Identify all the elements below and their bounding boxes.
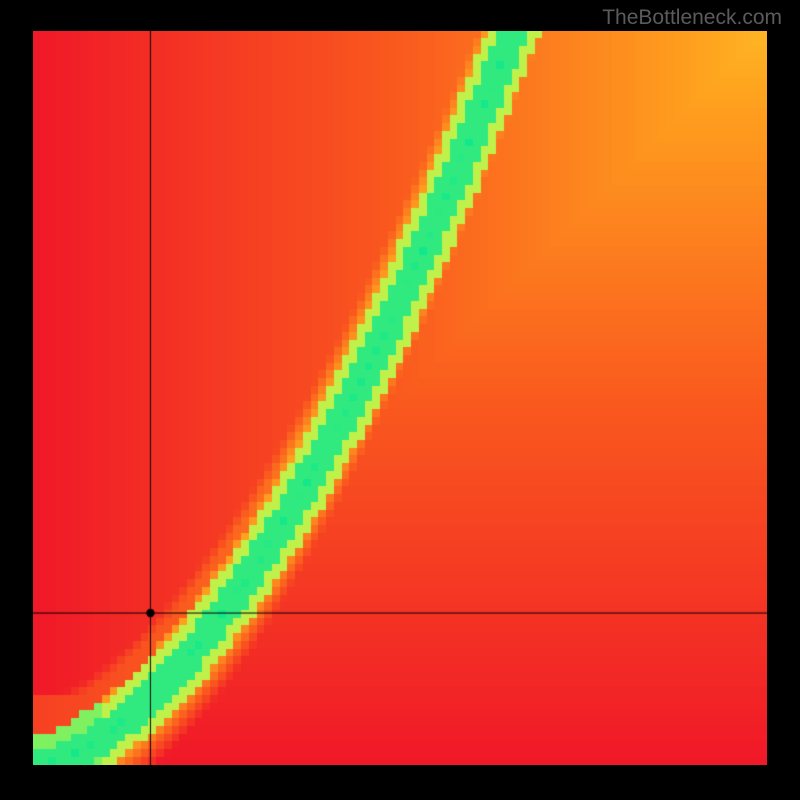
bottleneck-heatmap bbox=[33, 31, 767, 765]
chart-container: TheBottleneck.com bbox=[0, 0, 800, 800]
watermark-text: TheBottleneck.com bbox=[602, 6, 782, 30]
